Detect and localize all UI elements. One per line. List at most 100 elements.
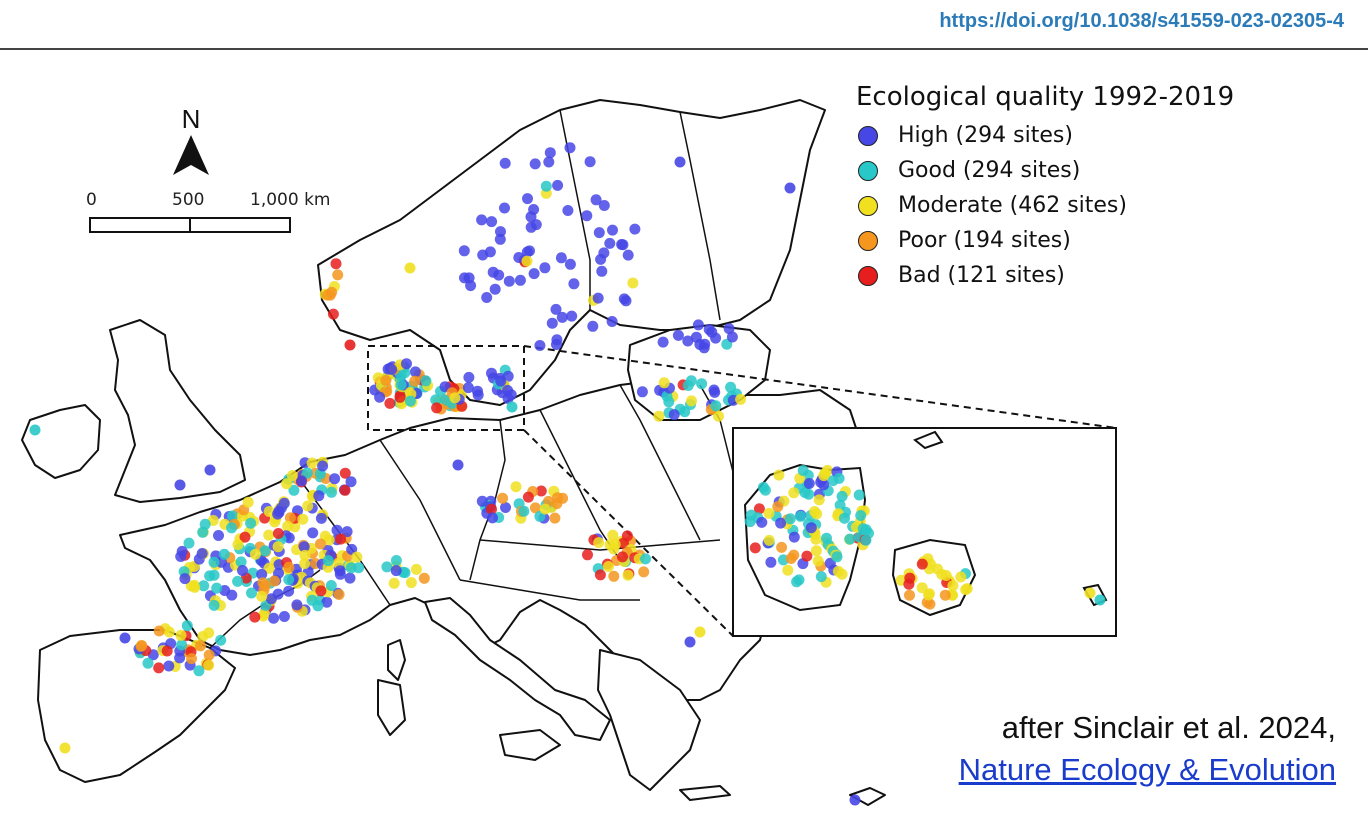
site-dot-high	[709, 386, 721, 398]
site-dot-moderate	[203, 659, 215, 671]
site-dot-good	[793, 574, 805, 586]
site-dot-good	[404, 395, 416, 407]
site-dot-good	[215, 634, 227, 646]
site-dot-good	[226, 522, 238, 534]
site-dot-high	[568, 278, 580, 290]
site-dot-high	[119, 632, 131, 644]
site-dot-bad	[522, 491, 534, 503]
attribution-text: after Sinclair et al. 2024,	[1001, 710, 1336, 745]
site-dot-high	[374, 391, 386, 403]
site-dot-high	[465, 280, 477, 292]
site-dot-moderate	[257, 610, 269, 622]
site-dot-bad	[904, 572, 916, 584]
site-dot-good	[759, 484, 771, 496]
site-dot-high	[495, 375, 507, 387]
site-dot-poor	[153, 625, 165, 637]
site-dot-high	[818, 479, 830, 491]
site-dot-good	[181, 620, 193, 632]
site-dot-bad	[161, 645, 173, 657]
site-dot-bad	[394, 391, 406, 403]
site-dot-high	[606, 316, 618, 327]
site-dot-high	[566, 310, 578, 322]
site-dot-high	[481, 292, 493, 303]
site-dot-high	[174, 479, 186, 491]
site-dot-high	[551, 339, 562, 350]
site-dot-good	[844, 533, 856, 545]
site-dot-high	[706, 326, 718, 338]
site-dot-moderate	[603, 561, 614, 572]
site-dot-high	[593, 227, 605, 239]
site-dot-bad	[582, 549, 593, 561]
site-dot-high	[462, 382, 474, 394]
site-dot-poor	[326, 286, 338, 298]
site-dot-high	[564, 142, 576, 154]
leader-line-top	[523, 345, 1117, 429]
legend-label-bad: Bad (121 sites)	[898, 263, 1065, 288]
legend-swatch-poor	[858, 230, 878, 251]
site-dot-good	[193, 665, 205, 677]
north-arrow: N	[173, 104, 209, 184]
site-dot-high	[788, 531, 800, 543]
site-dot-high	[584, 156, 596, 168]
site-dot-poor	[551, 498, 563, 510]
site-dot-poor	[203, 649, 215, 661]
site-dot-high	[803, 478, 815, 489]
site-dot-high	[607, 224, 618, 236]
site-dot-high	[552, 179, 564, 191]
site-dot-high	[849, 794, 861, 806]
site-dot-moderate	[521, 255, 533, 267]
site-dot-high	[272, 588, 284, 600]
site-dot-good	[831, 551, 843, 563]
site-dot-moderate	[263, 562, 275, 574]
site-dot-high	[499, 157, 511, 169]
site-dot-high	[543, 156, 555, 168]
site-dot-high	[617, 239, 629, 251]
site-dot-high	[622, 249, 634, 261]
site-dot-poor	[380, 375, 392, 386]
site-dot-high	[196, 548, 208, 559]
doi-link[interactable]: https://doi.org/10.1038/s41559-023-02305…	[939, 10, 1344, 32]
site-dot-good	[197, 526, 209, 538]
header-divider	[0, 48, 1368, 50]
site-dot-high	[555, 252, 567, 264]
site-dot-high	[598, 200, 610, 211]
site-dot-bad	[335, 533, 347, 545]
site-dot-high	[629, 223, 641, 235]
site-dot-moderate	[735, 393, 747, 405]
site-dot-good	[640, 553, 651, 565]
site-dot-moderate	[916, 582, 928, 594]
site-dot-high	[672, 329, 684, 341]
site-dot-good	[218, 548, 230, 560]
site-dot-high	[620, 295, 632, 307]
site-dot-good	[211, 582, 223, 594]
site-dot-high	[268, 612, 280, 624]
site-dot-high	[213, 530, 224, 541]
site-dot-high	[484, 246, 496, 258]
scale-label-0: 0	[86, 190, 97, 210]
scale-bar: 0 500 1,000 km	[86, 190, 346, 240]
site-dot-high	[163, 660, 175, 672]
site-dot-good	[430, 394, 442, 406]
site-dot-moderate	[410, 563, 422, 575]
site-dot-good	[288, 484, 300, 496]
site-dot-good	[208, 556, 220, 568]
site-dot-high	[256, 568, 268, 580]
site-dot-high	[581, 210, 593, 222]
site-dot-moderate	[763, 534, 775, 546]
site-dot-moderate	[694, 626, 706, 638]
site-dot-moderate	[653, 410, 665, 422]
site-dot-moderate	[788, 487, 800, 499]
site-dot-bad	[315, 585, 327, 597]
site-dot-moderate	[197, 631, 209, 642]
site-dot-moderate	[539, 503, 551, 515]
site-dot-good	[259, 545, 271, 557]
site-dot-good	[395, 379, 407, 391]
site-dot-moderate	[510, 481, 522, 493]
site-dot-moderate	[263, 529, 275, 541]
site-dot-moderate	[593, 537, 605, 549]
journal-link[interactable]: Nature Ecology & Evolution	[958, 752, 1336, 787]
site-dot-moderate	[175, 629, 187, 641]
site-dot-bad	[249, 611, 261, 623]
site-dot-high	[723, 323, 735, 335]
site-dot-high	[598, 247, 610, 259]
